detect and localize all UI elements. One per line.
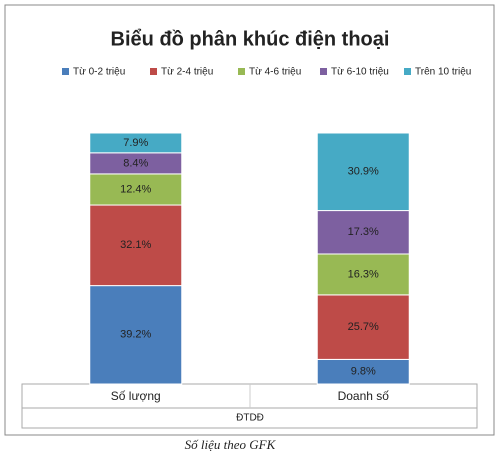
- legend-swatch: [238, 68, 245, 75]
- legend-label: Từ 4-6 triệu: [249, 67, 301, 78]
- bar-segment: [316, 132, 410, 212]
- data-label: 8.4%: [123, 157, 148, 169]
- chart-frame: [4, 4, 495, 436]
- legend-label: Từ 6-10 triệu: [331, 67, 389, 78]
- legend-swatch: [62, 68, 69, 75]
- data-label: 12.4%: [120, 183, 151, 195]
- data-label: 17.3%: [348, 226, 379, 238]
- x-tick-label: Doanh số: [338, 389, 390, 403]
- legend-swatch: [320, 68, 327, 75]
- bar-segment: [89, 204, 183, 287]
- data-label: 30.9%: [348, 166, 379, 178]
- bar-segment: [89, 132, 183, 154]
- caption: Số liệu theo GFK: [185, 437, 277, 452]
- data-label: 7.9%: [123, 137, 148, 149]
- data-label: 32.1%: [120, 239, 151, 251]
- legend-swatch: [404, 68, 411, 75]
- chart-title: Biểu đồ phân khúc điện thoại: [111, 28, 390, 50]
- bar-segment: [316, 253, 410, 296]
- bar-segment: [316, 294, 410, 360]
- legend-label: Từ 0-2 triệu: [73, 67, 125, 78]
- x-axis-label: ĐTDĐ: [236, 413, 264, 424]
- x-tick-label: Số lượng: [111, 389, 161, 403]
- bar-segment: [89, 285, 183, 385]
- data-label: 16.3%: [348, 268, 379, 280]
- data-label: 39.2%: [120, 329, 151, 341]
- bar-segment: [316, 210, 410, 255]
- legend-label: Trên 10 triệu: [415, 67, 471, 78]
- data-label: 9.8%: [351, 366, 376, 378]
- data-label: 25.7%: [348, 321, 379, 333]
- legend-swatch: [150, 68, 157, 75]
- legend-label: Từ 2-4 triệu: [161, 67, 213, 78]
